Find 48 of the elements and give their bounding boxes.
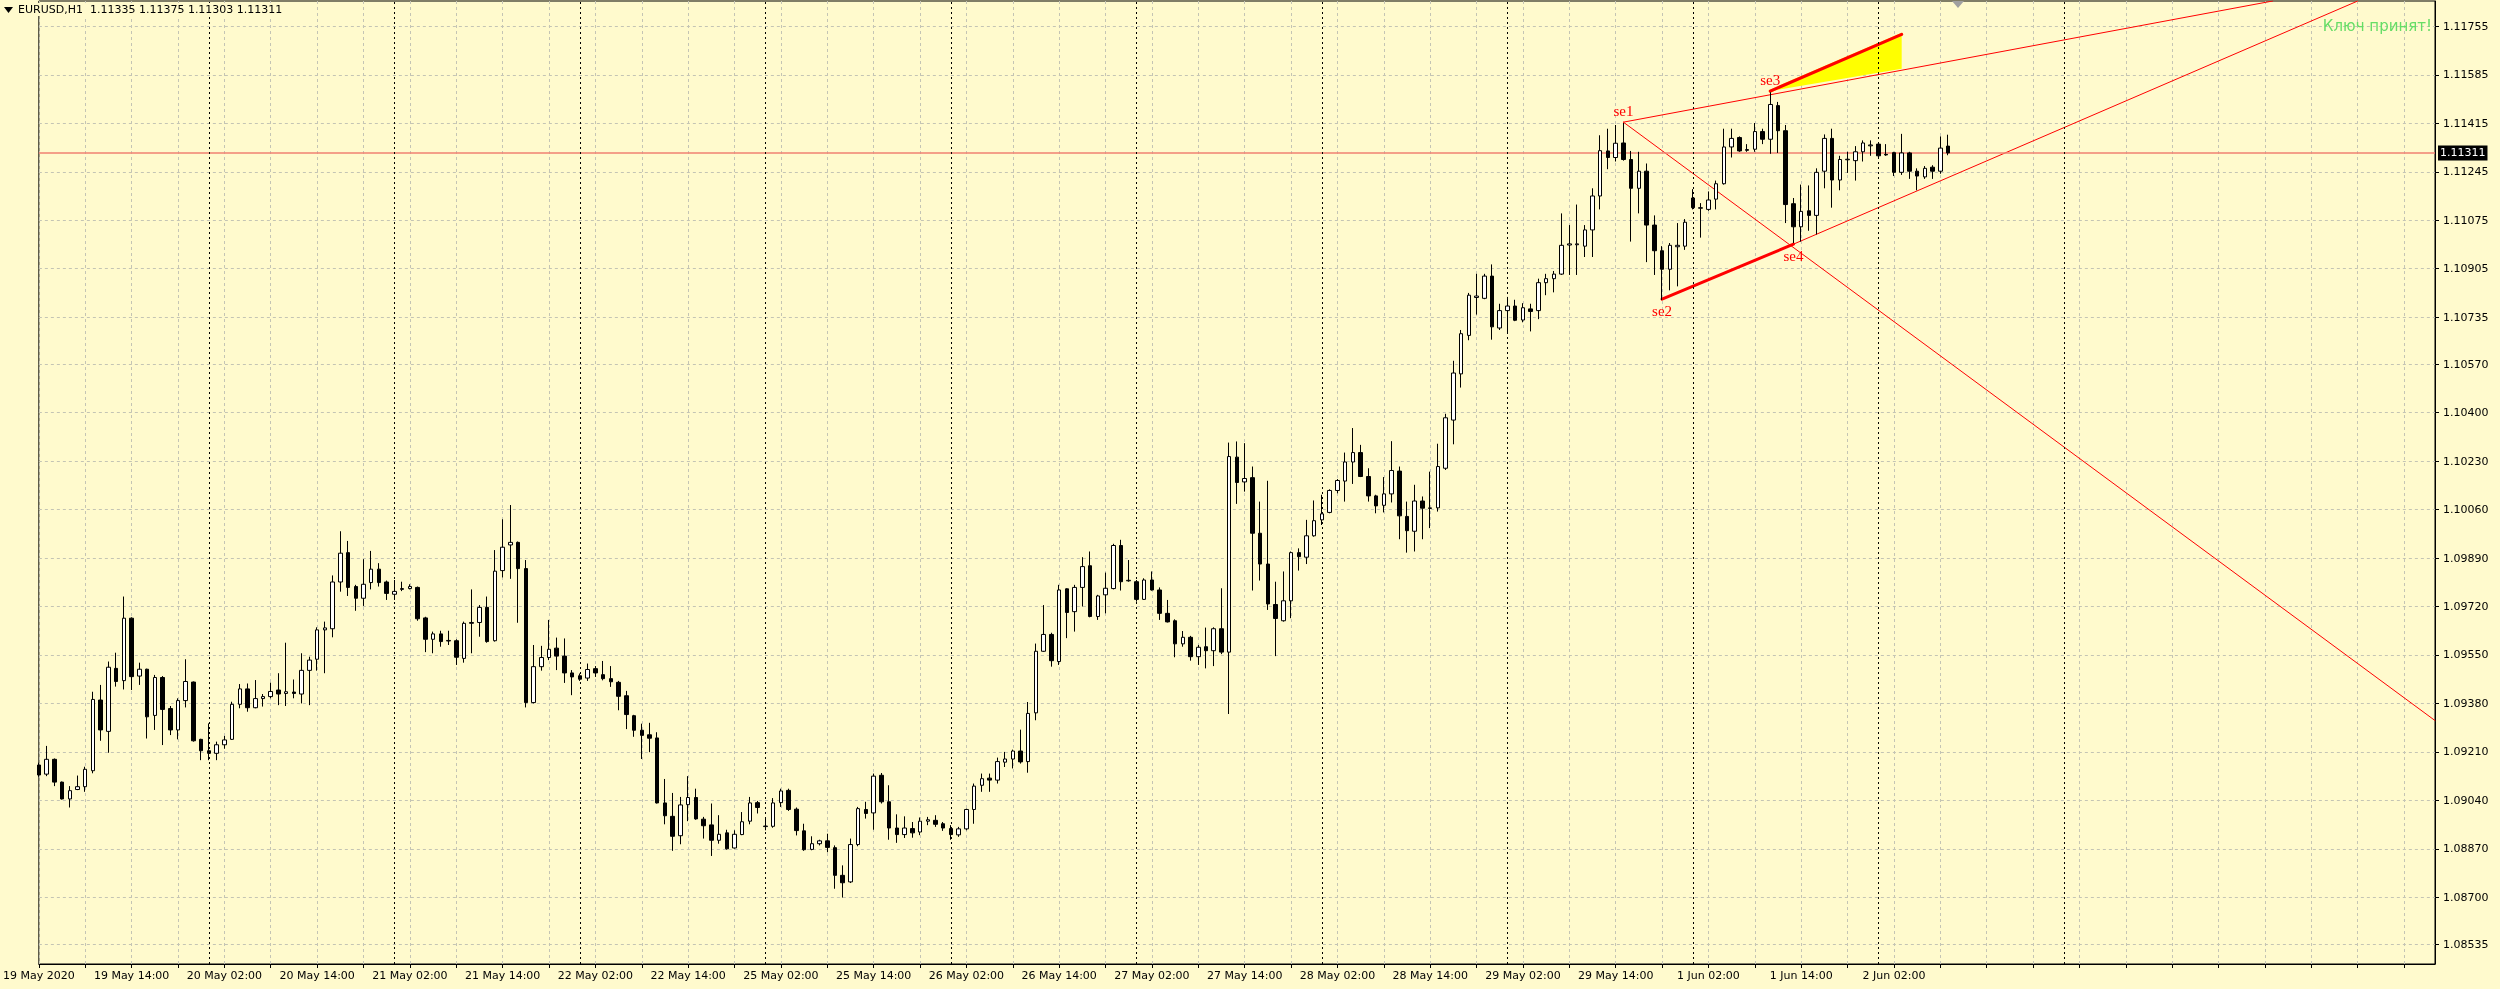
y-tick-label: 1.10570 (2443, 357, 2489, 371)
y-tick-label: 1.11415 (2443, 116, 2489, 130)
x-tick-label: 22 May 14:00 (650, 969, 726, 982)
x-tick-label: 29 May 02:00 (1485, 969, 1561, 982)
x-tick-label: 1 Jun 14:00 (1769, 969, 1833, 982)
series-label: se1 (1613, 102, 1634, 119)
y-tick-label: 1.10230 (2443, 454, 2489, 468)
x-tick-label: 25 May 02:00 (743, 969, 819, 982)
y-tick-label: 1.08535 (2443, 937, 2489, 951)
x-tick-label: 19 May 2020 (3, 969, 75, 982)
y-tick-label: 1.10400 (2443, 406, 2489, 420)
y-tick-label: 1.10735 (2443, 310, 2489, 324)
x-tick-label: 21 May 02:00 (372, 969, 448, 982)
x-tick-label: 21 May 14:00 (464, 969, 541, 982)
y-tick-label: 1.09720 (2443, 600, 2489, 614)
series-label: se3 (1760, 71, 1781, 88)
x-tick-label: 29 May 14:00 (1577, 969, 1654, 982)
x-tick-label: 19 May 14:00 (93, 969, 170, 982)
annotation: Ключ принят! (2322, 16, 2432, 35)
x-tick-label: 2 Jun 02:00 (1862, 969, 1926, 982)
x-tick-label: 28 May 14:00 (1392, 969, 1468, 982)
y-tick-label: 1.11585 (2443, 68, 2489, 82)
ref-line-label: 1.11311 (2440, 146, 2486, 160)
x-tick-label: 28 May 02:00 (1299, 969, 1376, 982)
y-tick-label: 1.09380 (2443, 696, 2489, 710)
x-tick-label: 26 May 14:00 (1021, 969, 1097, 982)
y-tick-label: 1.08870 (2443, 842, 2489, 856)
chart-title: EURUSD,H1 1.11335 1.11375 1.11303 1.11311 (18, 3, 283, 16)
x-tick-label: 25 May 14:00 (835, 969, 912, 982)
y-tick-label: 1.09550 (2443, 648, 2489, 662)
x-tick-label: 20 May 02:00 (186, 969, 263, 982)
y-tick-label: 1.11075 (2443, 213, 2489, 227)
x-tick-label: 20 May 14:00 (279, 969, 355, 982)
y-tick-label: 1.11245 (2443, 165, 2489, 179)
y-tick-label: 1.10905 (2443, 262, 2489, 276)
y-tick-label: 1.09210 (2443, 745, 2489, 759)
series-label: se4 (1783, 247, 1804, 264)
y-tick-label: 1.09890 (2443, 551, 2489, 565)
x-tick-label: 27 May 02:00 (1114, 969, 1190, 982)
x-tick-label: 22 May 02:00 (557, 969, 634, 982)
x-tick-label: 1 Jun 02:00 (1676, 969, 1740, 982)
y-tick-label: 1.10060 (2443, 503, 2489, 517)
y-tick-label: 1.08700 (2443, 890, 2489, 904)
x-tick-label: 27 May 14:00 (1206, 969, 1283, 982)
y-tick-label: 1.11755 (2443, 19, 2489, 33)
y-tick-label: 1.09040 (2443, 793, 2489, 807)
x-tick-label: 26 May 02:00 (928, 969, 1005, 982)
series-label: se2 (1652, 302, 1673, 319)
